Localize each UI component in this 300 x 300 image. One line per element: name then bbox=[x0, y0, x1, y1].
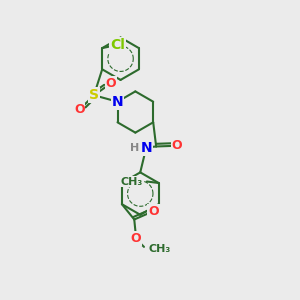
Text: N: N bbox=[112, 95, 123, 109]
Text: O: O bbox=[74, 103, 85, 116]
Text: O: O bbox=[130, 232, 141, 245]
Text: Cl: Cl bbox=[110, 38, 125, 52]
Text: O: O bbox=[171, 140, 182, 152]
Text: N: N bbox=[112, 95, 123, 109]
Text: O: O bbox=[106, 77, 116, 90]
Text: CH₃: CH₃ bbox=[120, 176, 142, 187]
Text: CH₃: CH₃ bbox=[148, 244, 170, 254]
Text: N: N bbox=[140, 141, 152, 155]
Text: O: O bbox=[148, 205, 159, 218]
Text: S: S bbox=[89, 88, 99, 102]
Text: H: H bbox=[130, 143, 140, 153]
